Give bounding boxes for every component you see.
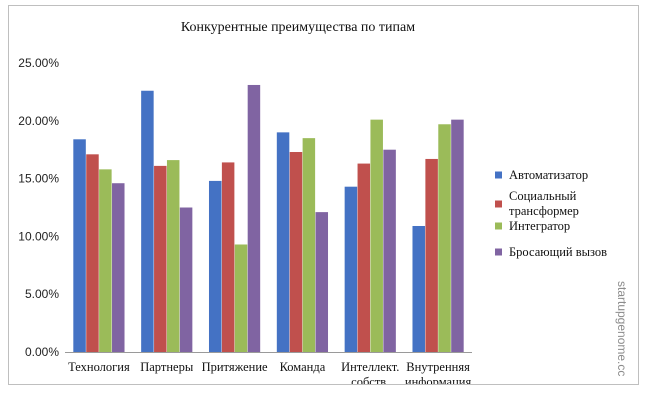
bar [315, 212, 329, 352]
y-tick-label: 15.00% [18, 172, 59, 186]
bar [154, 165, 167, 352]
bar [166, 160, 180, 352]
bar [112, 183, 125, 352]
chart-frame: Конкурентные преимущества по типам 0.00%… [8, 5, 639, 385]
legend-swatch [495, 171, 502, 179]
legend-label: Интегратор [509, 219, 570, 233]
legend-swatch [495, 222, 502, 230]
x-tick-label: Интеллект. собств. [341, 360, 399, 384]
bar [208, 180, 222, 352]
x-tick-label: Партнеры [140, 360, 194, 374]
y-tick-label: 0.00% [25, 345, 59, 359]
bar [141, 90, 154, 352]
y-axis: 0.00% 5.00% 10.00% 15.00% 20.00% 25.00% [18, 56, 59, 359]
y-tick-label: 20.00% [18, 114, 59, 128]
chart-title: Конкурентные преимущества по типам [181, 20, 415, 35]
bar [412, 225, 425, 352]
legend-label: Бросающий вызов [509, 245, 607, 259]
bar [221, 162, 235, 352]
legend-swatch [495, 248, 502, 256]
y-tick-label: 5.00% [25, 287, 59, 301]
bar [425, 158, 438, 352]
bar [302, 138, 316, 352]
bar [357, 163, 371, 352]
legend: Автоматизатор Социальный трансформерИнтегр… [495, 168, 607, 259]
bar [276, 132, 290, 352]
legend-label: Социальный трансформер [509, 189, 579, 218]
legend-label: Автоматизатор [509, 168, 588, 182]
legend-swatch [495, 200, 502, 208]
x-tick-label: Команда [280, 360, 326, 374]
bar [179, 207, 193, 352]
x-tick-label: Технология [68, 360, 130, 374]
bar [99, 169, 112, 352]
bar [344, 186, 358, 352]
x-axis: Технология Партнеры Притяжение Команда Интел… [65, 352, 472, 384]
bars [73, 84, 464, 353]
x-tick-label: Притяжение [202, 360, 268, 374]
bar [86, 154, 99, 352]
bar [247, 84, 261, 353]
bar [370, 119, 383, 352]
bar [234, 244, 248, 352]
watermark: startupgenome.cc [615, 281, 629, 376]
y-tick-label: 25.00% [18, 56, 59, 70]
bar [383, 149, 396, 352]
x-tick-label: Внутренняя информация [405, 360, 472, 384]
bar [451, 119, 464, 352]
bar [438, 124, 451, 352]
bar [289, 152, 303, 352]
y-tick-label: 10.00% [18, 229, 59, 243]
bar-chart: Конкурентные преимущества по типам 0.00%… [18, 20, 629, 384]
bar [73, 139, 86, 352]
